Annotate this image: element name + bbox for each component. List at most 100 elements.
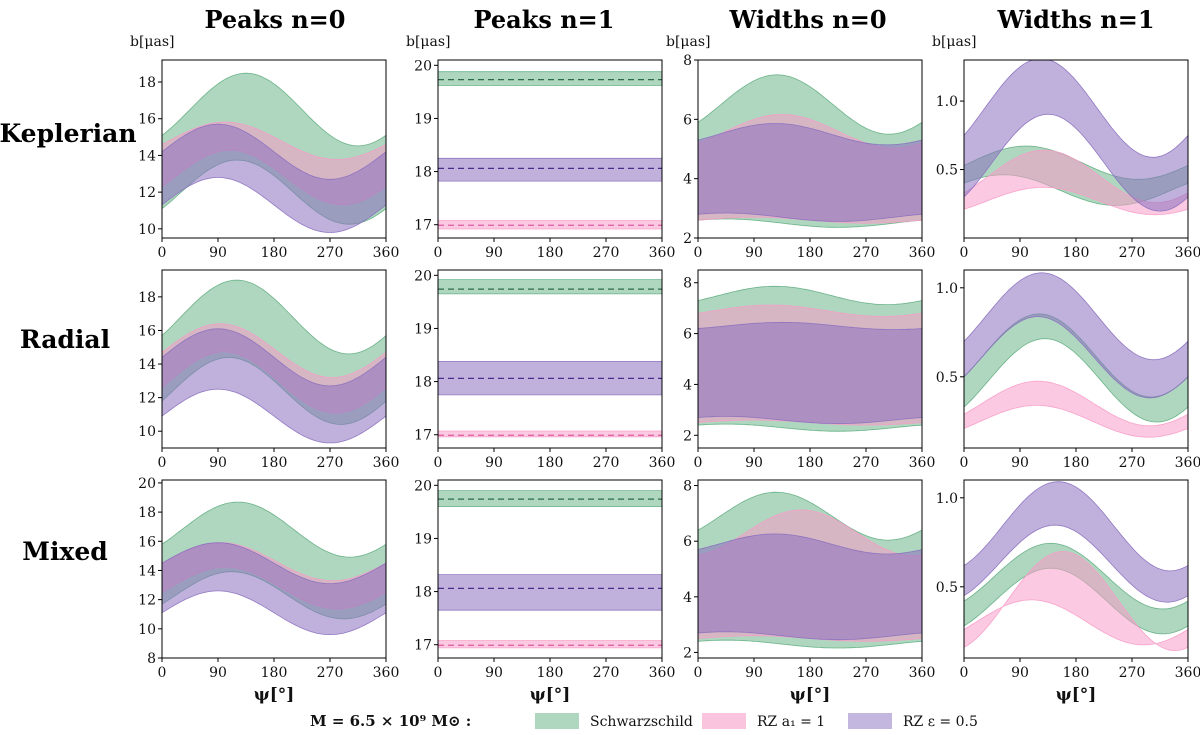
legend-swatch-schwarzschild [535,713,579,729]
x-tick-label: 180 [537,245,564,261]
y-tick-label: 16 [138,534,156,550]
y-tick-label: 0.5 [936,163,958,179]
x-tick-label: 180 [261,455,288,471]
y-tick-label: 2 [683,428,692,444]
y-tick-label: 18 [138,75,156,91]
y-unit-label: b[μas] [666,34,711,50]
col-title-widths-n0: Widths n=0 [728,5,886,34]
panel-radial-peaks-n-1: 17 18 19 20 0 90 180 270 360 [414,268,675,471]
x-tick-label: 270 [317,245,344,261]
y-tick-label: 8 [683,479,692,495]
band-schwarzschild [438,279,662,295]
x-tick-label: 0 [434,455,443,471]
x-tick-label: 270 [853,665,880,681]
x-tick-label: 0 [960,245,969,261]
x-tick-label: 360 [373,455,400,471]
x-tick-label: 270 [1119,455,1146,471]
x-tick-label: 270 [853,455,880,471]
y-tick-label: 19 [414,111,432,127]
x-tick-label: 90 [745,245,763,261]
band-group [438,279,662,438]
legend-mass-label: M = 6.5 × 10⁹ M⊙ : [310,712,471,730]
col-title-widths-n1: Widths n=1 [996,5,1154,34]
band-rz-a1-1 [964,149,1188,216]
x-tick-label: 360 [909,665,936,681]
y-tick-label: 10 [138,424,156,440]
y-tick-label: 2 [683,231,692,247]
x-tick-label: 90 [485,665,503,681]
x-tick-label: 0 [434,245,443,261]
panel-mixed-widths-n-1: 0.5 1.0 0 90 180 270 360 ψ[°] [936,479,1200,705]
x-tick-label: 0 [694,665,703,681]
x-tick-label: 180 [261,665,288,681]
band-group [438,71,662,230]
x-tick-label: 360 [649,245,676,261]
legend-swatch-rz-a1 [702,713,746,729]
band-group [162,501,386,635]
y-tick-label: 20 [414,58,432,74]
x-tick-label: 360 [909,245,936,261]
band-rz-eps-0-5 [964,60,1188,212]
y-unit-label: b[μas] [932,34,977,50]
x-tick-label: 180 [797,455,824,471]
band-rz-eps-0-5 [162,123,386,233]
panel-keplerian-widths-n-0: 2 4 6 8 0 90 180 270 360 b[μas] [666,34,935,261]
x-tick-label: 0 [960,455,969,471]
y-tick-label: 10 [138,222,156,238]
band-schwarzschild [438,71,662,86]
x-tick-label: 180 [1063,245,1090,261]
x-tick-label: 270 [317,665,344,681]
y-tick-label: 16 [138,323,156,339]
band-rz-eps-0-5 [438,157,662,182]
x-tick-label: 0 [158,455,167,471]
x-tick-label: 180 [537,665,564,681]
panel-mixed-peaks-n-0: 8 10 12 14 16 18 20 0 90 180 270 360 ψ[°] [138,476,399,705]
y-tick-label: 6 [683,534,692,550]
col-title-peaks-n1: Peaks n=1 [474,5,615,34]
band-rz-eps-0-5 [964,272,1188,399]
band-group [964,60,1188,216]
y-tick-label: 0.5 [936,370,958,386]
band-rz-eps-0-5 [162,542,386,635]
y-tick-label: 8 [147,651,156,667]
x-tick-label: 360 [649,665,676,681]
y-tick-label: 10 [138,622,156,638]
x-tick-label: 90 [1011,665,1029,681]
y-tick-label: 12 [138,593,156,609]
x-tick-label: 360 [649,455,676,471]
y-tick-label: 17 [414,638,432,654]
x-tick-label: 90 [209,455,227,471]
x-tick-label: 270 [1119,665,1146,681]
y-tick-label: 0.5 [936,580,958,596]
y-tick-label: 8 [683,53,692,69]
x-axis-label: ψ[°] [254,685,295,705]
x-tick-label: 360 [373,665,400,681]
panel-frame [437,269,663,449]
x-tick-label: 360 [373,245,400,261]
band-rz-a1-1 [964,380,1188,438]
x-tick-label: 90 [1011,245,1029,261]
y-tick-label: 14 [138,357,156,373]
band-rz-eps-0-5 [964,481,1188,603]
band-rz-eps-0-5 [162,328,386,444]
x-tick-label: 270 [593,245,620,261]
legend: M = 6.5 × 10⁹ M⊙ : Schwarzschild RZ a₁ =… [310,712,978,730]
y-tick-label: 14 [138,148,156,164]
x-tick-label: 360 [1175,455,1200,471]
band-rz-eps-0-5 [698,533,922,641]
x-tick-label: 90 [485,455,503,471]
band-group [698,491,922,649]
x-tick-label: 0 [694,455,703,471]
y-tick-label: 17 [414,218,432,234]
band-rz-eps-0-5 [438,574,662,611]
x-tick-label: 180 [797,245,824,261]
row-label-keplerian: Keplerian [0,119,137,148]
panel-mixed-peaks-n-1: 17 18 19 20 0 90 180 270 360 ψ[°] [414,478,675,705]
y-tick-label: 20 [414,478,432,494]
band-group [698,285,922,432]
band-group [964,481,1188,651]
x-tick-label: 0 [158,245,167,261]
x-tick-label: 270 [317,455,344,471]
